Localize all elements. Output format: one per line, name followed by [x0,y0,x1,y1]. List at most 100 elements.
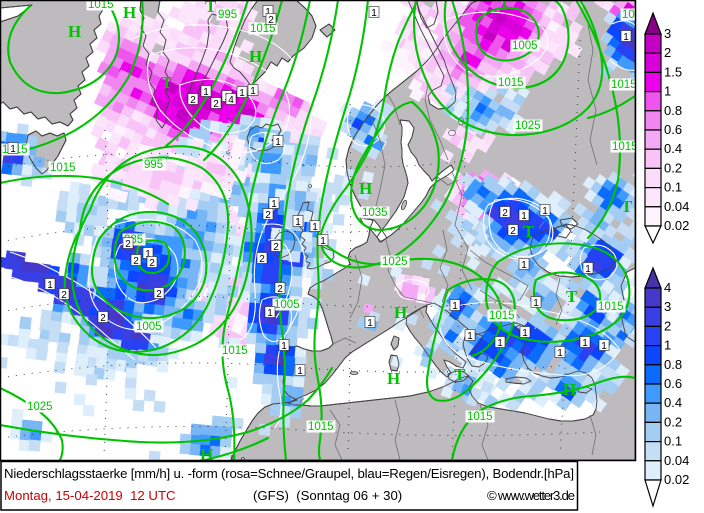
svg-text:2: 2 [268,15,274,26]
svg-text:1025: 1025 [27,401,53,413]
svg-text:Montag, 15-04-2019 12 UTC: Montag, 15-04-2019 12 UTC [4,488,176,503]
svg-text:0.4: 0.4 [664,395,682,410]
svg-text:1005: 1005 [512,40,538,52]
svg-text:1: 1 [295,217,301,228]
svg-text:H: H [359,179,372,198]
svg-text:1015: 1015 [489,310,515,322]
svg-text:0.8: 0.8 [664,357,682,372]
svg-text:0.4: 0.4 [664,141,682,156]
svg-text:1: 1 [623,32,629,43]
svg-text:0.1: 0.1 [664,180,682,195]
svg-text:T: T [566,287,578,306]
svg-text:1015: 1015 [467,411,493,423]
svg-text:4: 4 [228,95,234,106]
svg-text:H: H [249,47,262,66]
svg-text:1: 1 [271,199,277,210]
svg-text:T: T [523,222,535,241]
svg-text:1025: 1025 [622,9,648,21]
svg-text:1: 1 [371,8,377,19]
svg-text:2: 2 [213,99,219,110]
svg-text:T: T [454,365,466,384]
svg-text:H: H [200,445,213,464]
svg-text:1: 1 [585,264,591,275]
svg-text:1015: 1015 [612,141,638,153]
svg-text:0.04: 0.04 [664,453,689,468]
svg-text:2: 2 [156,289,162,300]
svg-text:1015: 1015 [598,301,624,313]
svg-text:1: 1 [521,260,527,271]
svg-text:1015: 1015 [88,0,114,11]
svg-text:1: 1 [265,7,271,18]
svg-text:2: 2 [125,239,131,250]
svg-text:2: 2 [133,256,139,267]
svg-text:2: 2 [273,242,279,253]
svg-text:0.02: 0.02 [664,218,689,233]
svg-text:4: 4 [664,280,671,295]
svg-text:H: H [68,22,81,41]
svg-text:1: 1 [203,87,209,98]
svg-text:1: 1 [281,341,287,352]
svg-text:1: 1 [239,88,245,99]
svg-text:1: 1 [267,308,273,319]
svg-text:1005: 1005 [136,321,162,333]
svg-text:1035: 1035 [362,207,388,219]
svg-text:H: H [563,380,576,399]
svg-text:1: 1 [664,338,671,353]
svg-text:2: 2 [664,45,671,60]
svg-text:1: 1 [297,366,303,377]
svg-text:1: 1 [47,280,53,291]
svg-text:995: 995 [218,9,237,21]
svg-text:0.6: 0.6 [664,376,682,391]
svg-text:1015: 1015 [250,23,276,35]
svg-text:2: 2 [259,254,265,265]
svg-text:1: 1 [320,236,326,247]
svg-text:1015: 1015 [50,162,76,174]
svg-text:1.5: 1.5 [664,64,682,79]
svg-text:1: 1 [582,338,588,349]
svg-text:T: T [161,73,173,92]
svg-text:(GFS) (Sonntag 06 + 30): (GFS) (Sonntag 06 + 30) [253,488,402,503]
svg-text:1: 1 [275,137,281,148]
svg-text:2: 2 [190,95,196,106]
svg-text:1: 1 [533,298,539,309]
svg-text:3: 3 [664,26,671,41]
svg-text:0.2: 0.2 [664,160,682,175]
svg-text:0.8: 0.8 [664,103,682,118]
svg-text:1: 1 [10,144,16,155]
svg-text:1015: 1015 [611,79,637,91]
svg-text:2: 2 [149,258,155,269]
svg-text:1: 1 [367,318,373,329]
svg-text:H: H [123,3,136,22]
svg-text:2: 2 [277,284,283,295]
svg-text:1015: 1015 [308,421,334,433]
svg-text:2: 2 [510,226,516,237]
svg-text:1005: 1005 [274,299,300,311]
svg-text:1: 1 [250,86,256,97]
svg-text:2: 2 [664,318,671,333]
svg-text:© www.wetter3.de: © www.wetter3.de [487,488,575,503]
svg-text:1015: 1015 [222,345,248,357]
svg-text:2: 2 [100,313,106,324]
svg-text:H: H [387,369,400,388]
svg-text:1: 1 [557,348,563,359]
svg-text:0.1: 0.1 [664,434,682,449]
svg-text:1: 1 [601,341,607,352]
svg-text:1025: 1025 [515,120,541,132]
svg-text:1: 1 [312,222,318,233]
svg-text:2: 2 [502,208,508,219]
svg-text:1: 1 [521,211,527,222]
svg-text:1: 1 [522,328,528,339]
svg-text:0.2: 0.2 [664,414,682,429]
svg-text:1: 1 [467,331,473,342]
svg-text:0.04: 0.04 [664,199,689,214]
svg-text:T: T [621,197,633,216]
svg-text:T: T [499,0,511,14]
svg-text:Niederschlagsstaerke [mm/h] u.: Niederschlagsstaerke [mm/h] u. -form (ro… [4,466,574,481]
svg-text:2: 2 [61,290,67,301]
svg-text:1: 1 [542,206,548,217]
svg-text:1: 1 [452,301,458,312]
svg-text:3: 3 [664,299,671,314]
svg-text:0.02: 0.02 [664,472,689,487]
svg-text:1: 1 [664,84,671,99]
svg-text:995: 995 [144,159,163,171]
